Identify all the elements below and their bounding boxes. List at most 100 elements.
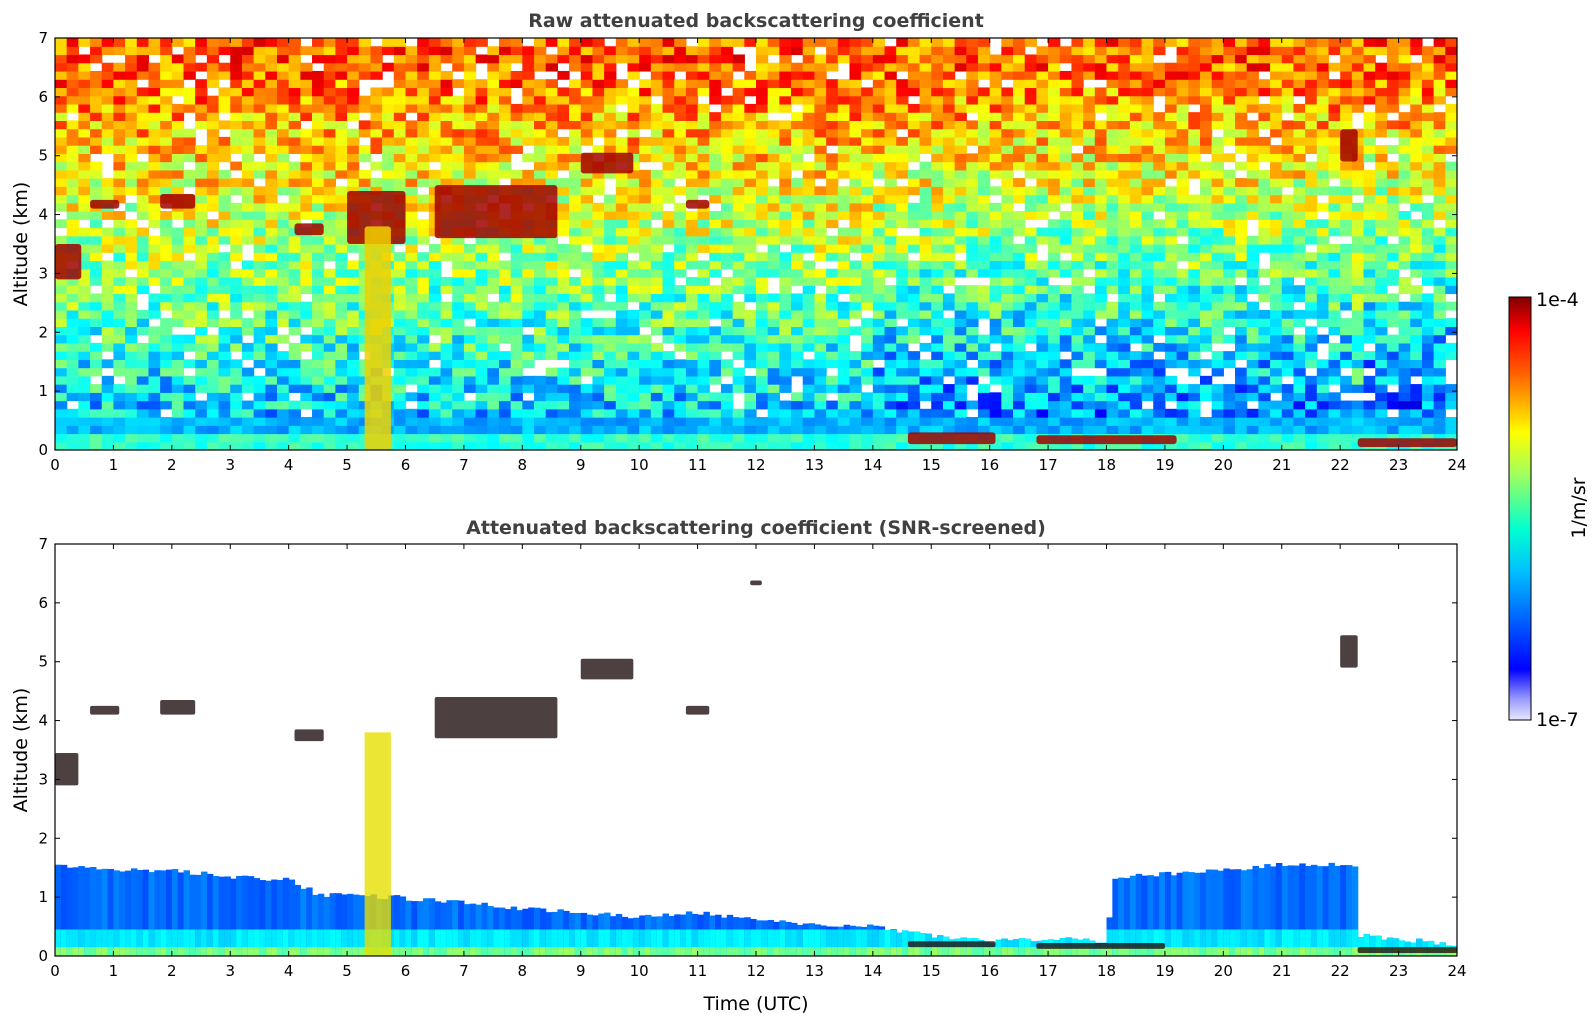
raw-cell [405,62,418,72]
raw-cell [1223,128,1236,138]
raw-cell [814,408,827,418]
raw-cell [534,276,547,286]
raw-cell [90,425,103,435]
raw-cell [136,103,150,113]
raw-cell [989,235,1002,245]
raw-cell [674,211,687,220]
raw-cell [1188,276,1201,286]
raw-cell [989,375,1002,385]
raw-cell [989,54,1002,64]
raw-cell [382,153,395,163]
raw-cell [1036,342,1049,352]
raw-cell [218,301,231,311]
raw-cell [580,186,594,196]
raw-cell [604,120,617,130]
raw-cell [265,400,278,410]
raw-cell [148,334,161,344]
raw-cell [206,408,220,418]
raw-cell [685,384,699,393]
raw-cell [347,186,360,196]
raw-cell [1246,318,1259,327]
raw-cell [720,79,734,89]
raw-cell [230,202,243,212]
raw-cell [1001,244,1014,253]
raw-cell [1024,375,1037,385]
raw-cell [276,62,290,72]
raw-cell [1013,227,1026,237]
raw-cell [335,309,348,319]
raw-cell [674,235,687,245]
raw-cell [837,202,851,212]
raw-cell [218,260,231,270]
raw-cell [440,136,453,146]
raw-cell [1083,351,1096,360]
raw-cell [1305,202,1318,212]
raw-cell [1305,54,1318,64]
raw-cell [323,433,336,443]
raw-cell [195,120,208,130]
raw-cell [1164,326,1178,336]
raw-cell [382,120,395,130]
raw-cell [791,425,804,435]
raw-cell [1036,260,1049,270]
raw-cell [1059,103,1073,113]
raw-cell [1071,194,1084,204]
raw-cell [405,309,418,319]
raw-cell [1188,120,1201,130]
raw-cell [440,351,453,360]
raw-cell [300,384,313,393]
raw-cell [767,417,780,426]
raw-cell [639,235,652,245]
raw-cell [125,441,138,450]
raw-cell [101,244,115,253]
raw-cell [1164,384,1178,393]
raw-cell [814,145,827,154]
raw-cell [1036,425,1049,435]
raw-cell [989,301,1002,311]
raw-cell [510,120,523,130]
raw-cell [1293,285,1306,295]
raw-cell [732,244,745,253]
raw-cell [942,46,956,56]
raw-cell [580,351,594,360]
raw-cell [674,79,687,89]
raw-cell [872,309,886,319]
raw-cell [802,87,816,97]
raw-cell [966,375,979,385]
raw-cell [569,194,582,204]
raw-cell [218,178,231,187]
raw-cell [861,128,874,138]
raw-cell [1106,145,1119,154]
raw-cell [1164,252,1178,262]
raw-cell [685,235,699,245]
raw-cell [639,46,652,56]
raw-cell [90,359,103,369]
raw-cell [370,95,383,105]
raw-cell [300,186,313,196]
raw-cell [312,46,325,56]
raw-cell [475,145,488,154]
raw-cell [113,235,126,245]
raw-cell [171,441,185,450]
raw-cell [1141,227,1154,237]
raw-cell [1270,417,1283,426]
raw-cell [1059,268,1073,278]
raw-cell [195,293,208,303]
raw-cell [791,87,804,97]
raw-cell [942,112,956,121]
raw-cell [826,46,839,56]
raw-cell [230,334,243,344]
raw-cell [732,227,745,237]
raw-cell [615,433,629,443]
raw-cell [393,433,407,443]
raw-cell [814,359,827,369]
raw-cell [1176,112,1189,121]
raw-cell [276,227,290,237]
raw-cell [1293,433,1306,443]
raw-cell [884,425,897,435]
raw-cell [1001,309,1014,319]
raw-cell [1106,178,1119,187]
raw-cell [826,120,839,130]
raw-cell [66,169,79,179]
raw-cell [1211,103,1224,113]
